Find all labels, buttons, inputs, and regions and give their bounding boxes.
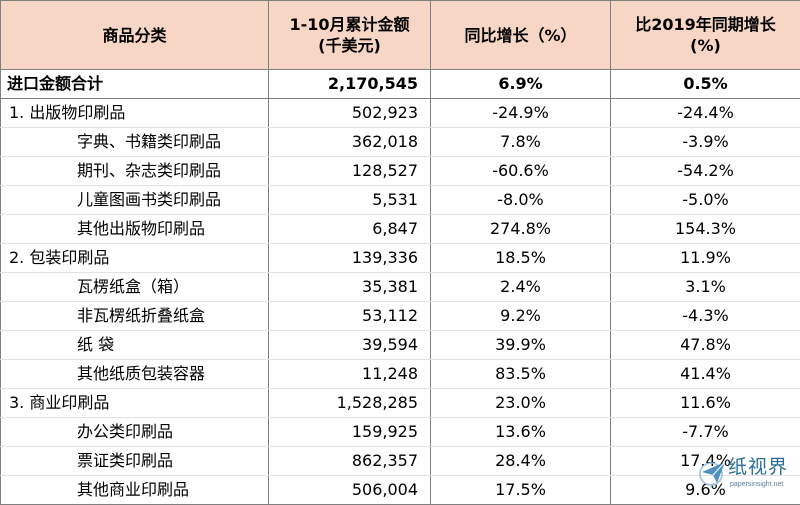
amount-cell: 11,248 [269, 360, 431, 389]
yoy-cell: 23.0% [431, 389, 611, 418]
yoy-cell: 274.8% [431, 215, 611, 244]
category-cell: 其他出版物印刷品 [1, 215, 269, 244]
yoy-cell: 39.9% [431, 331, 611, 360]
header-vs2019-line2: (%) [615, 35, 796, 56]
yoy-cell: 2.4% [431, 273, 611, 302]
vs2019-cell: 0.5% [611, 70, 800, 99]
category-cell: 纸 袋 [1, 331, 269, 360]
amount-cell: 5,531 [269, 186, 431, 215]
yoy-cell: 13.6% [431, 418, 611, 447]
vs2019-cell: 47.8% [611, 331, 800, 360]
vs2019-cell: -3.9% [611, 128, 800, 157]
category-cell: 其他纸质包装容器 [1, 360, 269, 389]
header-amount: 1-10月累计金额 (千美元) [269, 1, 431, 70]
yoy-cell: -60.6% [431, 157, 611, 186]
header-category: 商品分类 [1, 1, 269, 70]
amount-cell: 2,170,545 [269, 70, 431, 99]
vs2019-cell: 3.1% [611, 273, 800, 302]
category-cell: 2. 包装印刷品 [1, 244, 269, 273]
vs2019-cell: 41.4% [611, 360, 800, 389]
category-cell: 儿童图画书类印刷品 [1, 186, 269, 215]
amount-cell: 128,527 [269, 157, 431, 186]
amount-cell: 862,357 [269, 447, 431, 476]
vs2019-cell: -5.0% [611, 186, 800, 215]
amount-cell: 362,018 [269, 128, 431, 157]
category-cell: 其他商业印刷品 [1, 476, 269, 505]
yoy-cell: 7.8% [431, 128, 611, 157]
yoy-cell: 6.9% [431, 70, 611, 99]
category-cell: 期刊、杂志类印刷品 [1, 157, 269, 186]
amount-cell: 6,847 [269, 215, 431, 244]
watermark-url: papersinsight.net [730, 480, 783, 489]
yoy-cell: 83.5% [431, 360, 611, 389]
watermark: 纸视界 papersinsight.net [698, 455, 794, 493]
amount-cell: 1,528,285 [269, 389, 431, 418]
vs2019-cell: -4.3% [611, 302, 800, 331]
vs2019-cell: 11.9% [611, 244, 800, 273]
header-row: 商品分类 1-10月累计金额 (千美元) 同比增长（%） 比2019年同期增长 … [1, 1, 800, 70]
paper-plane-icon [698, 457, 728, 487]
vs2019-cell: 154.3% [611, 215, 800, 244]
yoy-cell: 28.4% [431, 447, 611, 476]
amount-cell: 502,923 [269, 99, 431, 128]
category-cell: 进口金额合计 [1, 70, 269, 99]
header-vs2019: 比2019年同期增长 (%) [611, 1, 800, 70]
header-yoy: 同比增长（%） [431, 1, 611, 70]
category-cell: 3. 商业印刷品 [1, 389, 269, 418]
yoy-cell: 18.5% [431, 244, 611, 273]
category-cell: 瓦楞纸盒（箱） [1, 273, 269, 302]
header-vs2019-line1: 比2019年同期增长 [615, 14, 796, 35]
yoy-cell: 9.2% [431, 302, 611, 331]
vs2019-cell: -7.7% [611, 418, 800, 447]
amount-cell: 35,381 [269, 273, 431, 302]
watermark-text: 纸视界 [728, 455, 788, 479]
amount-cell: 139,336 [269, 244, 431, 273]
vs2019-cell: -54.2% [611, 157, 800, 186]
category-cell: 票证类印刷品 [1, 447, 269, 476]
yoy-cell: -24.9% [431, 99, 611, 128]
category-cell: 字典、书籍类印刷品 [1, 128, 269, 157]
yoy-cell: -8.0% [431, 186, 611, 215]
amount-cell: 39,594 [269, 331, 431, 360]
table-header: 商品分类 1-10月累计金额 (千美元) 同比增长（%） 比2019年同期增长 … [1, 1, 800, 70]
amount-cell: 159,925 [269, 418, 431, 447]
category-cell: 非瓦楞纸折叠纸盒 [1, 302, 269, 331]
amount-cell: 53,112 [269, 302, 431, 331]
category-cell: 1. 出版物印刷品 [1, 99, 269, 128]
category-cell: 办公类印刷品 [1, 418, 269, 447]
amount-cell: 506,004 [269, 476, 431, 505]
vs2019-cell: -24.4% [611, 99, 800, 128]
header-amount-line2: (千美元) [273, 35, 426, 56]
vs2019-cell: 11.6% [611, 389, 800, 418]
yoy-cell: 17.5% [431, 476, 611, 505]
header-amount-line1: 1-10月累计金额 [273, 14, 426, 35]
